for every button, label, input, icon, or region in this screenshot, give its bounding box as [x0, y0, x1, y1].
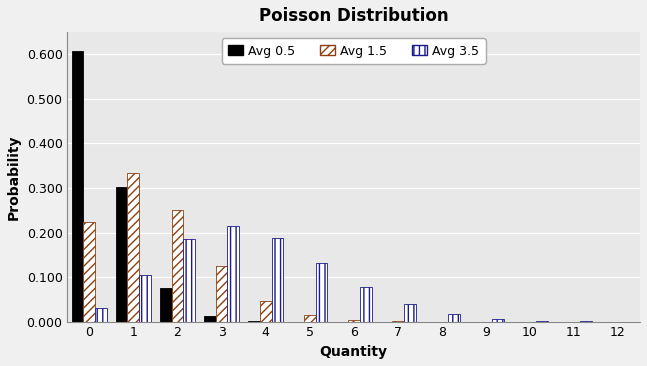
Bar — [160, 288, 171, 322]
Bar — [228, 225, 239, 322]
Bar — [139, 274, 151, 322]
Bar — [259, 301, 272, 322]
Bar — [404, 305, 415, 322]
Bar — [171, 210, 184, 322]
Bar — [204, 316, 215, 322]
Y-axis label: Probability: Probability — [7, 134, 21, 220]
Bar — [360, 287, 371, 322]
Bar — [448, 314, 459, 322]
Bar — [127, 172, 139, 322]
Legend: Avg 0.5, Avg 1.5, Avg 3.5: Avg 0.5, Avg 1.5, Avg 3.5 — [222, 38, 485, 64]
Bar — [215, 266, 228, 322]
Title: Poisson Distribution: Poisson Distribution — [259, 7, 448, 25]
Bar — [184, 239, 195, 322]
Bar — [72, 51, 83, 322]
Bar — [116, 187, 127, 322]
Bar — [272, 238, 283, 322]
Bar — [83, 222, 95, 322]
Bar — [492, 319, 504, 322]
Bar — [536, 321, 548, 322]
Bar — [347, 320, 360, 322]
X-axis label: Quantity: Quantity — [320, 345, 388, 359]
Bar — [248, 321, 259, 322]
Bar — [316, 263, 327, 322]
Bar — [303, 315, 316, 322]
Bar — [95, 308, 107, 322]
